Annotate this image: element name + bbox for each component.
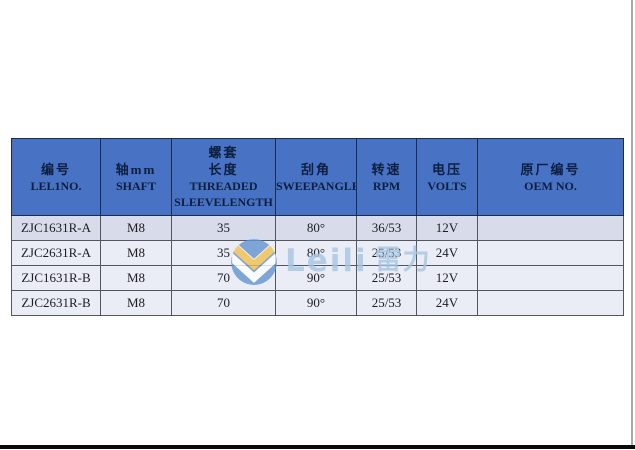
cell-sleeve-length: 70	[171, 290, 276, 316]
cell-oem	[477, 290, 624, 316]
page-right-border	[631, 0, 633, 446]
table-row: ZJC1631R-B M8 70 90° 25/53 12V	[11, 265, 624, 291]
header-row: 编号 LEL1NO. 轴mm SHAFT 螺套 长度 THREADED SLEE…	[11, 138, 624, 216]
col-header-rpm: 转速 RPM	[356, 138, 417, 216]
col-header-oem-number: 原厂编号 OEM NO.	[477, 138, 624, 216]
col-header-sweep-angle: 刮角 SWEEPANGLE	[275, 138, 357, 216]
col-header-part-number: 编号 LEL1NO.	[11, 138, 101, 216]
header-en: VOLTS	[427, 178, 467, 193]
header-en: SWEEPANGLE	[276, 178, 357, 193]
cell-rpm: 25/53	[356, 265, 417, 291]
cell-volts: 12V	[416, 265, 478, 291]
header-zh: 电压	[431, 161, 462, 177]
cell-volts: 24V	[416, 240, 478, 266]
cell-oem	[477, 240, 624, 266]
page-bottom-bar	[0, 445, 635, 449]
cell-volts: 12V	[416, 215, 478, 241]
cell-sleeve-length: 35	[171, 215, 276, 241]
cell-oem	[477, 215, 624, 241]
header-zh: 编号	[40, 161, 71, 177]
cell-part-number: ZJC1631R-B	[11, 265, 101, 291]
table-row: ZJC2631R-A M8 35 80° 25/53 24V	[11, 240, 624, 266]
header-en: OEM NO.	[524, 178, 577, 193]
cell-sweep-angle: 90°	[275, 290, 357, 316]
header-zh: 轴mm	[115, 161, 157, 177]
cell-sweep-angle: 80°	[275, 215, 357, 241]
cell-sleeve-length: 35	[171, 240, 276, 266]
header-zh: 原厂编号	[520, 161, 581, 177]
cell-sleeve-length: 70	[171, 265, 276, 291]
cell-sweep-angle: 90°	[275, 265, 357, 291]
col-header-volts: 电压 VOLTS	[416, 138, 478, 216]
cell-shaft: M8	[100, 290, 172, 316]
header-zh: 长度	[208, 162, 239, 177]
header-en: SHAFT	[115, 178, 156, 193]
table-row: ZJC2631R-B M8 70 90° 25/53 24V	[11, 290, 624, 316]
cell-oem	[477, 265, 624, 291]
header-en: SLEEVELENGTH	[174, 195, 273, 209]
cell-volts: 24V	[416, 290, 478, 316]
cell-part-number: ZJC2631R-B	[11, 290, 101, 316]
table-row: ZJC1631R-A M8 35 80° 36/53 12V	[11, 215, 624, 241]
header-en: THREADED	[189, 179, 258, 193]
cell-sweep-angle: 80°	[275, 240, 357, 266]
header-en: RPM	[372, 178, 401, 193]
spec-table: 编号 LEL1NO. 轴mm SHAFT 螺套 长度 THREADED SLEE…	[11, 138, 624, 316]
cell-rpm: 36/53	[356, 215, 417, 241]
cell-rpm: 25/53	[356, 240, 417, 266]
header-zh: 螺套	[208, 145, 239, 160]
header-en: LEL1NO.	[30, 178, 82, 193]
cell-part-number: ZJC1631R-A	[11, 215, 101, 241]
cell-part-number: ZJC2631R-A	[11, 240, 101, 266]
col-header-shaft: 轴mm SHAFT	[100, 138, 172, 216]
col-header-threaded-sleeve-length: 螺套 长度 THREADED SLEEVELENGTH	[171, 138, 276, 216]
header-zh: 刮角	[300, 161, 331, 177]
cell-shaft: M8	[100, 265, 172, 291]
cell-shaft: M8	[100, 215, 172, 241]
cell-rpm: 25/53	[356, 290, 417, 316]
cell-shaft: M8	[100, 240, 172, 266]
header-zh: 转速	[371, 161, 402, 177]
